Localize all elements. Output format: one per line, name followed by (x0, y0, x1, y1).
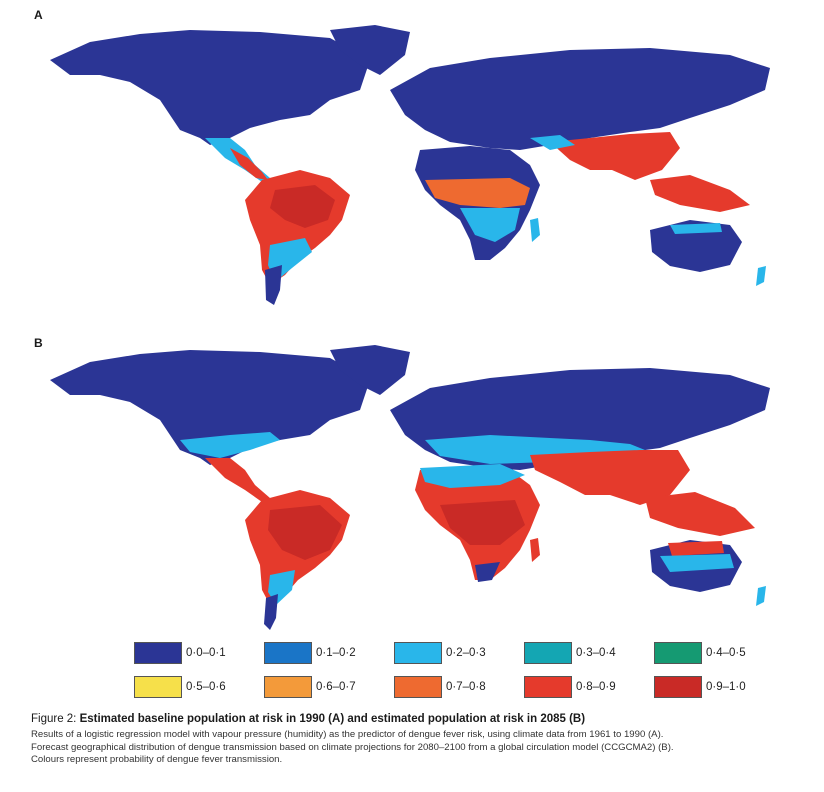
legend-item: 0·9–1·0 (654, 676, 746, 698)
caption-line-1: Results of a logistic regression model w… (31, 729, 664, 740)
greenland (330, 345, 410, 395)
caption-line-2: Forecast geographical distribution of de… (31, 741, 674, 753)
central-america (205, 458, 270, 502)
new-zealand (756, 586, 766, 606)
figure-caption: Figure 2: Estimated baseline population … (31, 712, 801, 767)
land-masses (50, 345, 770, 630)
amazon-risk (270, 185, 335, 228)
legend-item: 0·2–0·3 (394, 642, 486, 664)
legend-swatch (264, 642, 312, 664)
australia-north (668, 541, 724, 556)
figure-title: Estimated baseline population at risk in… (79, 713, 586, 725)
legend-label: 0·5–0·6 (186, 681, 226, 693)
central-africa-risk (440, 500, 525, 545)
australia (650, 220, 742, 272)
legend-label: 0·6–0·7 (316, 681, 356, 693)
legend-item: 0·6–0·7 (264, 676, 356, 698)
legend-label: 0·2–0·3 (446, 647, 486, 659)
legend-item: 0·8–0·9 (524, 676, 616, 698)
legend-swatch (264, 676, 312, 698)
madagascar (530, 218, 540, 242)
africa-central (460, 208, 520, 242)
legend-label: 0·8–0·9 (576, 681, 616, 693)
southeast-asia-islands (645, 492, 755, 536)
legend-item: 0·1–0·2 (264, 642, 356, 664)
legend-item: 0·5–0·6 (134, 676, 226, 698)
greenland (330, 25, 410, 75)
new-zealand (756, 266, 766, 286)
legend-swatch (394, 676, 442, 698)
amazon-risk (268, 505, 342, 560)
legend-label: 0·4–0·5 (706, 647, 746, 659)
world-risk-map-2085 (50, 345, 770, 630)
land-masses (50, 25, 770, 305)
australia-north (670, 223, 722, 234)
legend-label: 0·3–0·4 (576, 647, 616, 659)
south-asia-risk (530, 450, 690, 505)
legend-item: 0·4–0·5 (654, 642, 746, 664)
eurasia (390, 48, 770, 150)
asia-transition (530, 135, 575, 150)
legend-swatch (654, 642, 702, 664)
legend-label: 0·0–0·1 (186, 647, 226, 659)
southeast-asia-islands (650, 175, 750, 212)
south-africa (475, 562, 500, 582)
north-america (50, 350, 370, 465)
panel-label-a: A (34, 8, 43, 22)
legend-item: 0·0–0·1 (134, 642, 226, 664)
panel-label-b: B (34, 336, 43, 350)
south-asia-risk (550, 132, 680, 180)
north-america-south-edge (180, 432, 280, 458)
legend-swatch (654, 676, 702, 698)
legend-label: 0·1–0·2 (316, 647, 356, 659)
legend-swatch (524, 676, 572, 698)
figure-prefix: Figure 2: (31, 713, 80, 725)
legend: 0·0–0·1 0·1–0·2 0·2–0·3 0·3–0·4 0·4–0·5 0·5–0… (134, 642, 774, 702)
world-risk-map-1990 (50, 25, 770, 305)
legend-label: 0·9–1·0 (706, 681, 746, 693)
legend-swatch (134, 676, 182, 698)
madagascar (530, 538, 540, 562)
australia-transition (660, 554, 734, 572)
central-america-risk (230, 148, 268, 180)
caption-line-3: Colours represent probability of dengue … (31, 754, 283, 765)
legend-swatch (134, 642, 182, 664)
patagonia (264, 594, 278, 630)
africa-sahel-risk (425, 178, 530, 208)
sahara-transition (420, 464, 525, 488)
caption-title: Figure 2: Estimated baseline population … (31, 712, 801, 727)
north-america (50, 30, 370, 145)
legend-item: 0·7–0·8 (394, 676, 486, 698)
legend-swatch (394, 642, 442, 664)
legend-item: 0·3–0·4 (524, 642, 616, 664)
legend-swatch (524, 642, 572, 664)
patagonia (265, 265, 282, 305)
legend-label: 0·7–0·8 (446, 681, 486, 693)
